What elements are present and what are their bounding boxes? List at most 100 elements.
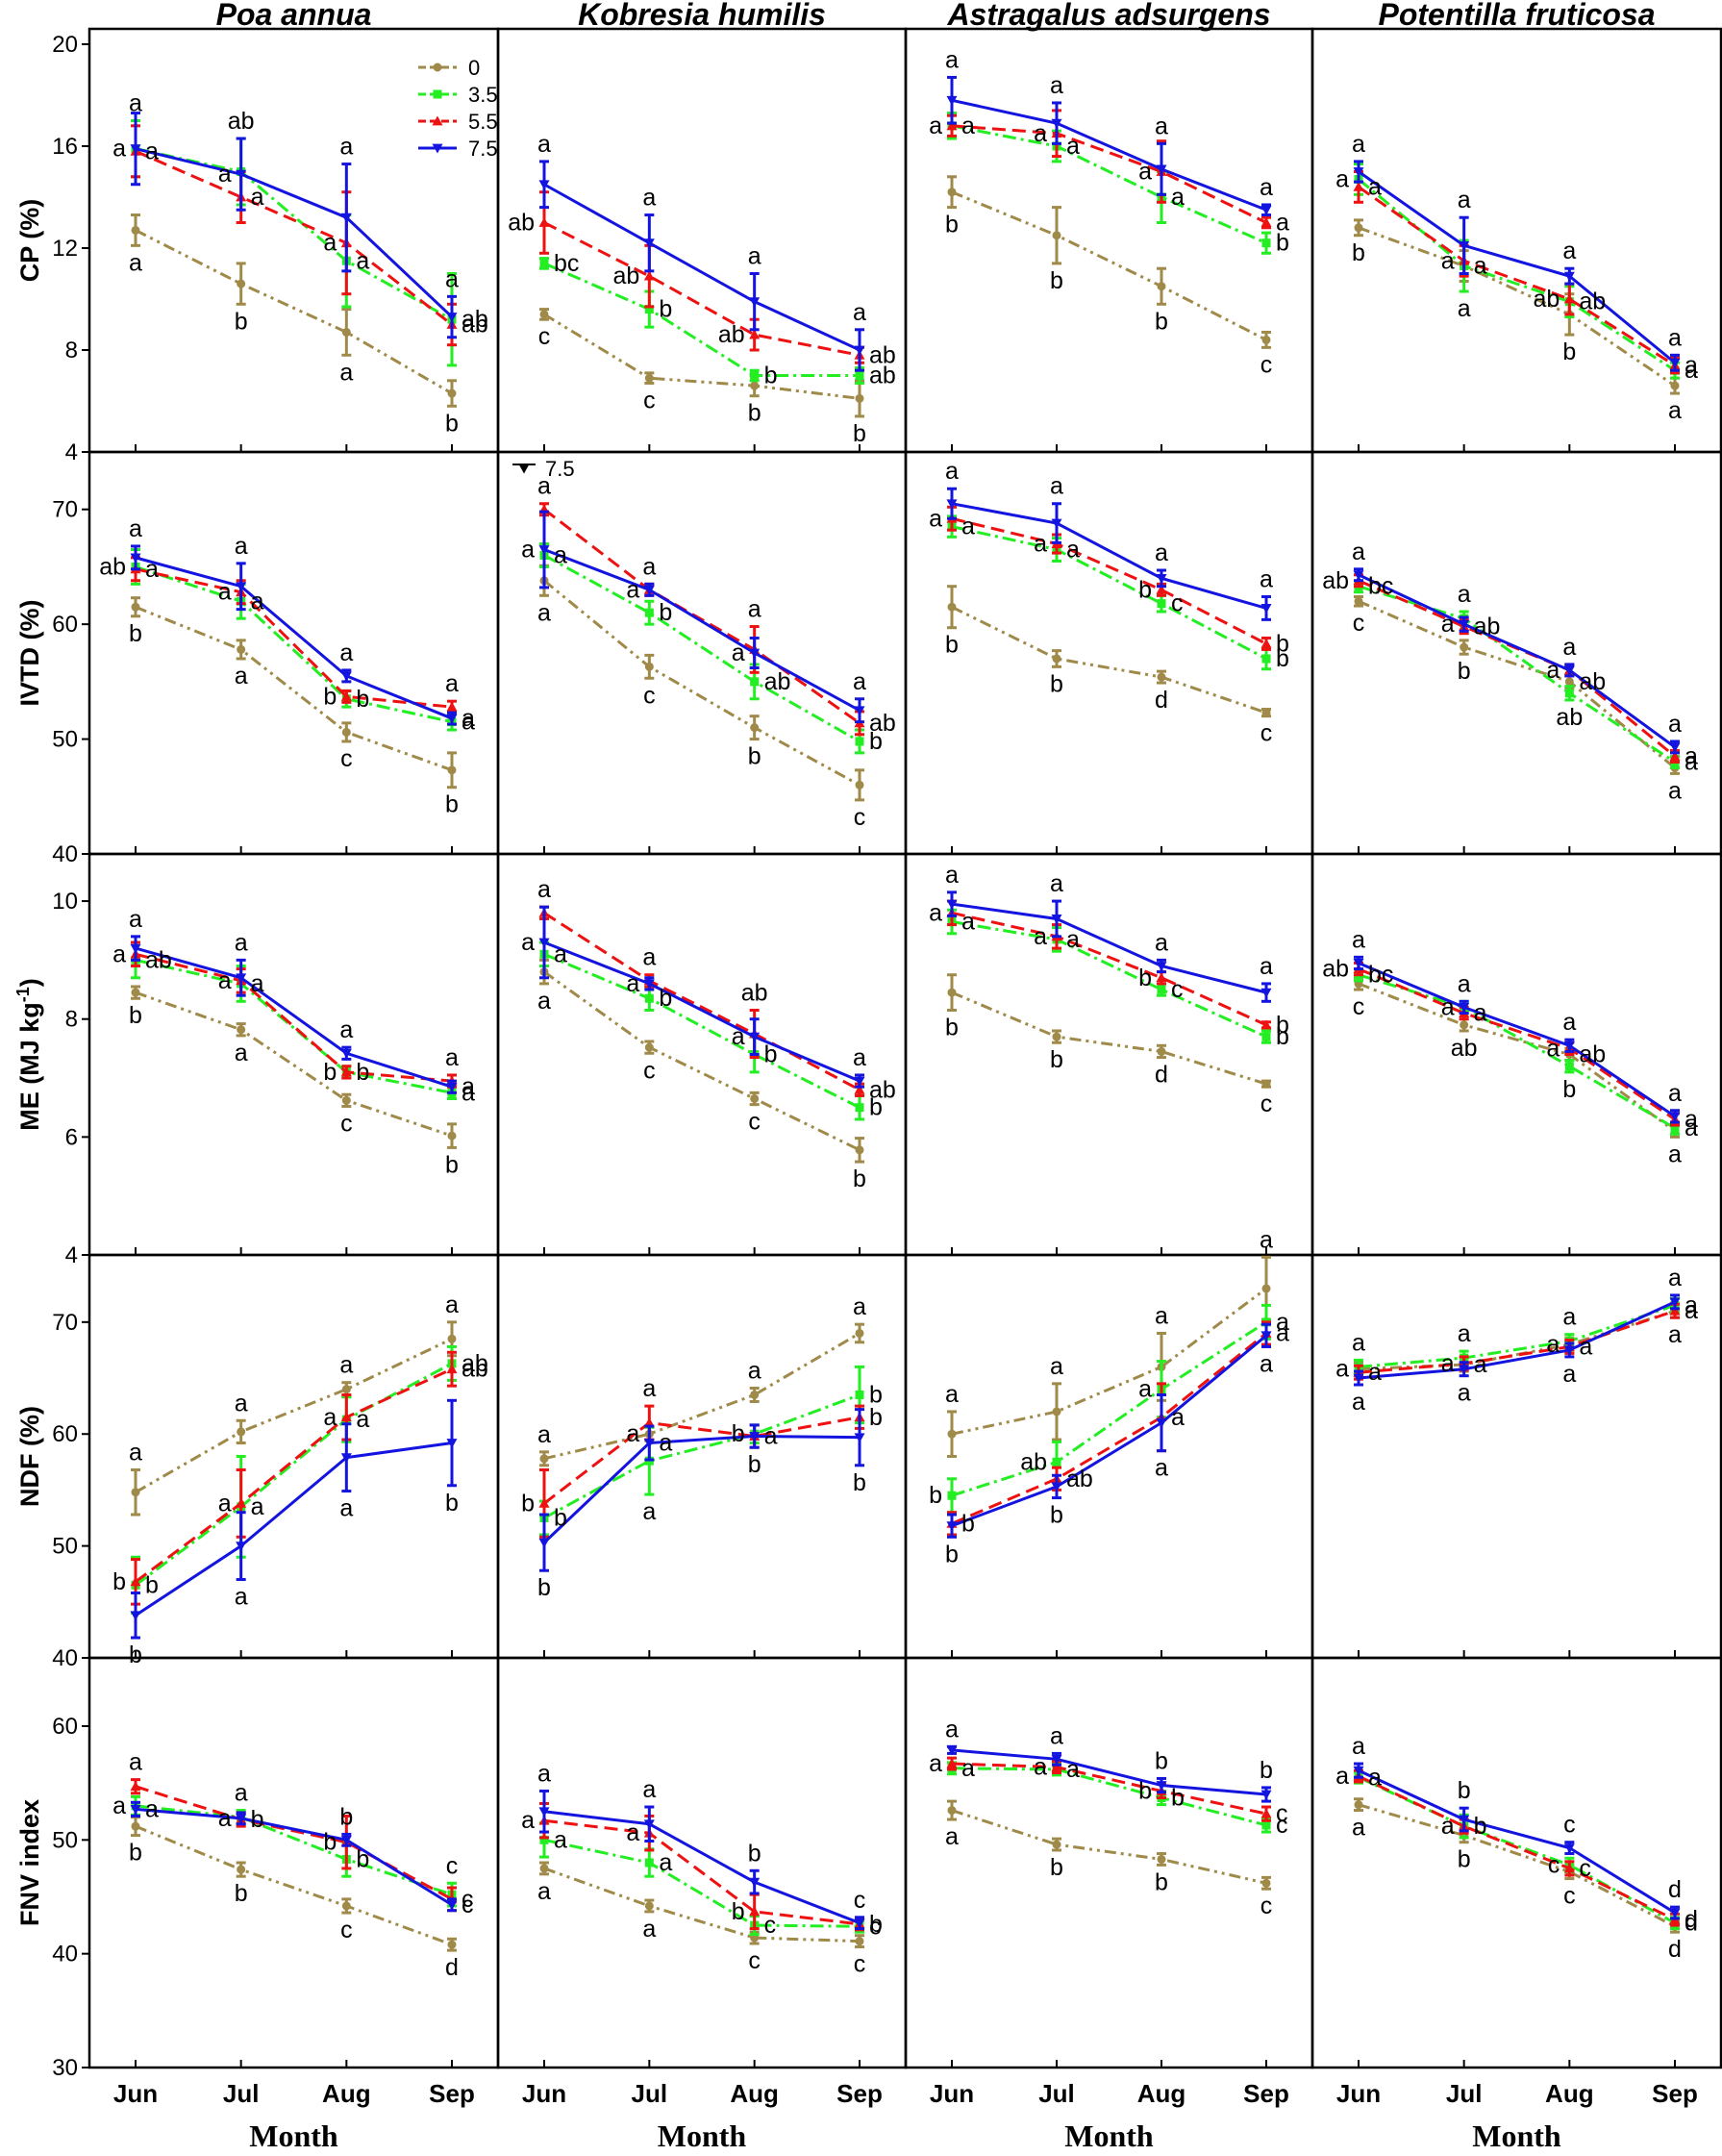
data-point <box>340 671 352 682</box>
significance-letter: b <box>356 686 369 713</box>
significance-letter: a <box>129 1749 142 1776</box>
significance-letter: a <box>537 131 551 158</box>
significance-letter: a <box>1138 1376 1152 1403</box>
significance-letter: a <box>642 1375 656 1402</box>
series-7-5 <box>946 890 1272 1003</box>
data-point <box>341 327 351 337</box>
series-3-5 <box>1354 163 1680 380</box>
significance-letter: a <box>1685 352 1698 379</box>
significance-letter: a <box>1458 295 1471 322</box>
series-line <box>543 579 861 787</box>
significance-letter: b <box>1276 1012 1289 1039</box>
data-point <box>855 1390 864 1399</box>
significance-letter: a <box>235 663 248 689</box>
data-point <box>1354 223 1363 233</box>
significance-letter: a <box>659 1430 672 1457</box>
panel-frame <box>496 1253 908 1660</box>
significance-letter: b <box>1050 267 1063 294</box>
series-line <box>543 183 861 352</box>
significance-letter: b <box>764 1041 778 1068</box>
series-0 <box>539 564 864 802</box>
data-point <box>855 780 864 790</box>
legend-item-0: 0 <box>418 56 480 80</box>
data-point <box>1564 1062 1574 1071</box>
significance-letter: a <box>1668 1080 1682 1107</box>
series-7-5 <box>538 160 865 372</box>
significance-letter: d <box>1685 1906 1698 1933</box>
data-point <box>130 1611 141 1621</box>
series-5-5 <box>130 1350 458 1606</box>
series-line <box>135 567 453 709</box>
significance-letter: a <box>462 709 475 736</box>
significance-letter: c <box>764 1912 777 1939</box>
significance-letter: b <box>445 791 459 818</box>
significance-letter: a <box>1685 1297 1698 1324</box>
y-tick-label: 8 <box>65 338 78 364</box>
data-point <box>644 662 654 671</box>
data-point <box>749 329 761 339</box>
data-point <box>236 582 247 592</box>
data-point <box>236 169 247 180</box>
significance-letter: a <box>1066 926 1080 953</box>
significance-letter: a <box>112 136 126 163</box>
significance-letter: a <box>659 1849 672 1876</box>
data-point <box>1156 573 1167 584</box>
significance-letter: a <box>853 668 866 695</box>
significance-letter: b <box>869 1381 883 1408</box>
significance-letter: b <box>1562 338 1576 365</box>
significance-letter: b <box>1276 630 1289 657</box>
series-7-5 <box>538 1408 865 1572</box>
data-point <box>1563 665 1575 676</box>
series-line <box>951 516 1267 645</box>
series-line <box>543 952 861 1110</box>
significance-letter: a <box>1276 210 1289 237</box>
y-tick-label: 4 <box>65 439 78 465</box>
data-point <box>538 1497 550 1508</box>
series-3-5 <box>1354 1296 1680 1375</box>
series-line <box>951 124 1267 224</box>
significance-letter: a <box>1579 1333 1592 1360</box>
legend-label: 3.5 <box>468 83 498 107</box>
series-line <box>951 525 1267 661</box>
data-point <box>1353 570 1364 581</box>
series-line <box>951 1767 1267 1827</box>
series-line <box>542 1435 861 1544</box>
series-5-5 <box>538 905 865 1097</box>
significance-letter: b <box>1050 670 1063 697</box>
series-line <box>543 1416 861 1505</box>
significance-letter: a <box>1335 1356 1349 1383</box>
significance-letter: ab <box>1322 567 1349 594</box>
significance-letter: a <box>235 929 248 956</box>
legend-item-7-5: 7.5 <box>418 137 498 161</box>
legend-item-3-5: 3.5 <box>418 83 498 107</box>
column-title-kobresia-humilis: Kobresia humilis <box>578 0 826 32</box>
data-point <box>539 259 549 268</box>
significance-letter: a <box>1155 539 1168 566</box>
y-tick-label: 6 <box>65 1124 78 1150</box>
series-5-5 <box>1353 1302 1681 1381</box>
x-tick-label-jun: Jun <box>113 2079 158 2108</box>
significance-letter: a <box>1458 1320 1471 1347</box>
data-point <box>1156 1781 1167 1792</box>
significance-letter: b <box>554 1505 567 1532</box>
data-point <box>1260 217 1272 227</box>
data-point <box>237 1427 246 1437</box>
significance-letter: b <box>1276 230 1289 257</box>
series-0 <box>947 973 1271 1089</box>
data-point <box>643 1417 655 1427</box>
significance-letter: a <box>945 862 959 889</box>
significance-letter: a <box>764 1423 778 1450</box>
significance-letter: b <box>853 1166 866 1192</box>
series-7-5 <box>538 905 865 1089</box>
series-0 <box>1354 594 1680 775</box>
significance-letter: a <box>1668 777 1682 804</box>
data-point <box>447 389 457 398</box>
series-line <box>951 502 1267 610</box>
significance-letter: a <box>945 1716 959 1742</box>
legend-marker <box>433 89 442 99</box>
data-point <box>130 144 141 155</box>
significance-letter: ab <box>462 1356 488 1383</box>
